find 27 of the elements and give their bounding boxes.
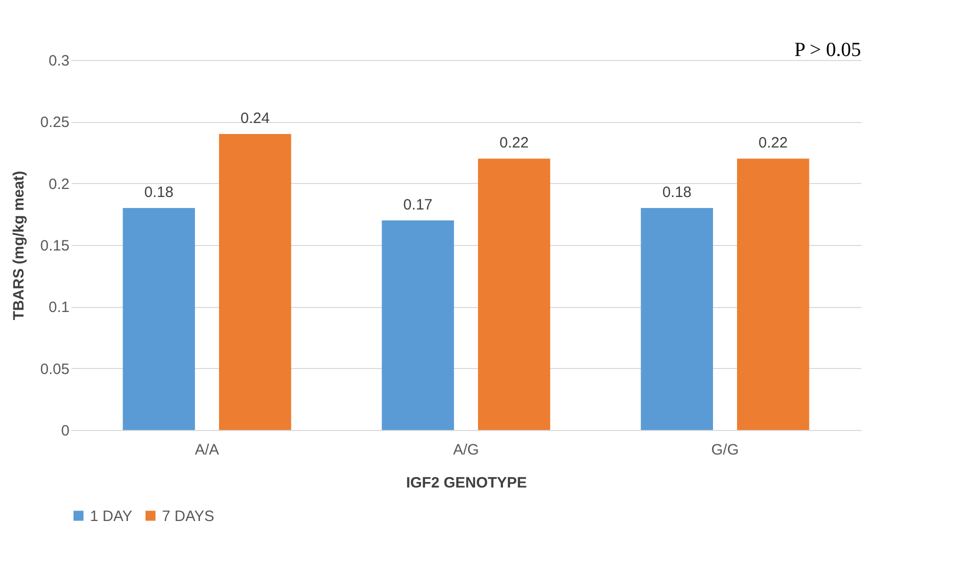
y-axis-title: TBARS (mg/kg meat) xyxy=(10,170,28,320)
y-tick-label: 0.1 xyxy=(48,299,70,316)
x-tick-label: G/G xyxy=(711,442,739,458)
x-tick-label: A/A xyxy=(194,442,220,458)
data-label: 0.18 xyxy=(144,184,174,201)
bar xyxy=(122,208,195,430)
bar xyxy=(640,208,713,430)
bar xyxy=(382,220,454,430)
bar xyxy=(219,134,292,430)
data-label: 0.24 xyxy=(240,110,270,127)
bar xyxy=(478,158,550,430)
y-tick-label: 0.15 xyxy=(40,238,70,254)
y-tick-label: 0.25 xyxy=(40,114,70,132)
y-tick-label: 0 xyxy=(61,422,70,440)
x-tick-label: A/G xyxy=(453,442,479,458)
data-label: 0.18 xyxy=(662,184,692,201)
legend-label: 7 DAYS xyxy=(162,508,214,525)
y-tick-label: 0.3 xyxy=(48,52,70,70)
bar xyxy=(737,158,810,430)
data-label: 0.22 xyxy=(758,134,788,152)
y-tick-label: 0.05 xyxy=(40,360,70,378)
x-axis-title: IGF2 GENOTYPE xyxy=(406,474,527,492)
data-label: 0.17 xyxy=(403,196,432,214)
data-label: 0.22 xyxy=(500,134,529,152)
annotation: P > 0.05 xyxy=(794,39,861,61)
y-tick-label: 0.2 xyxy=(48,176,70,193)
legend-label: 1 DAY xyxy=(90,508,132,525)
